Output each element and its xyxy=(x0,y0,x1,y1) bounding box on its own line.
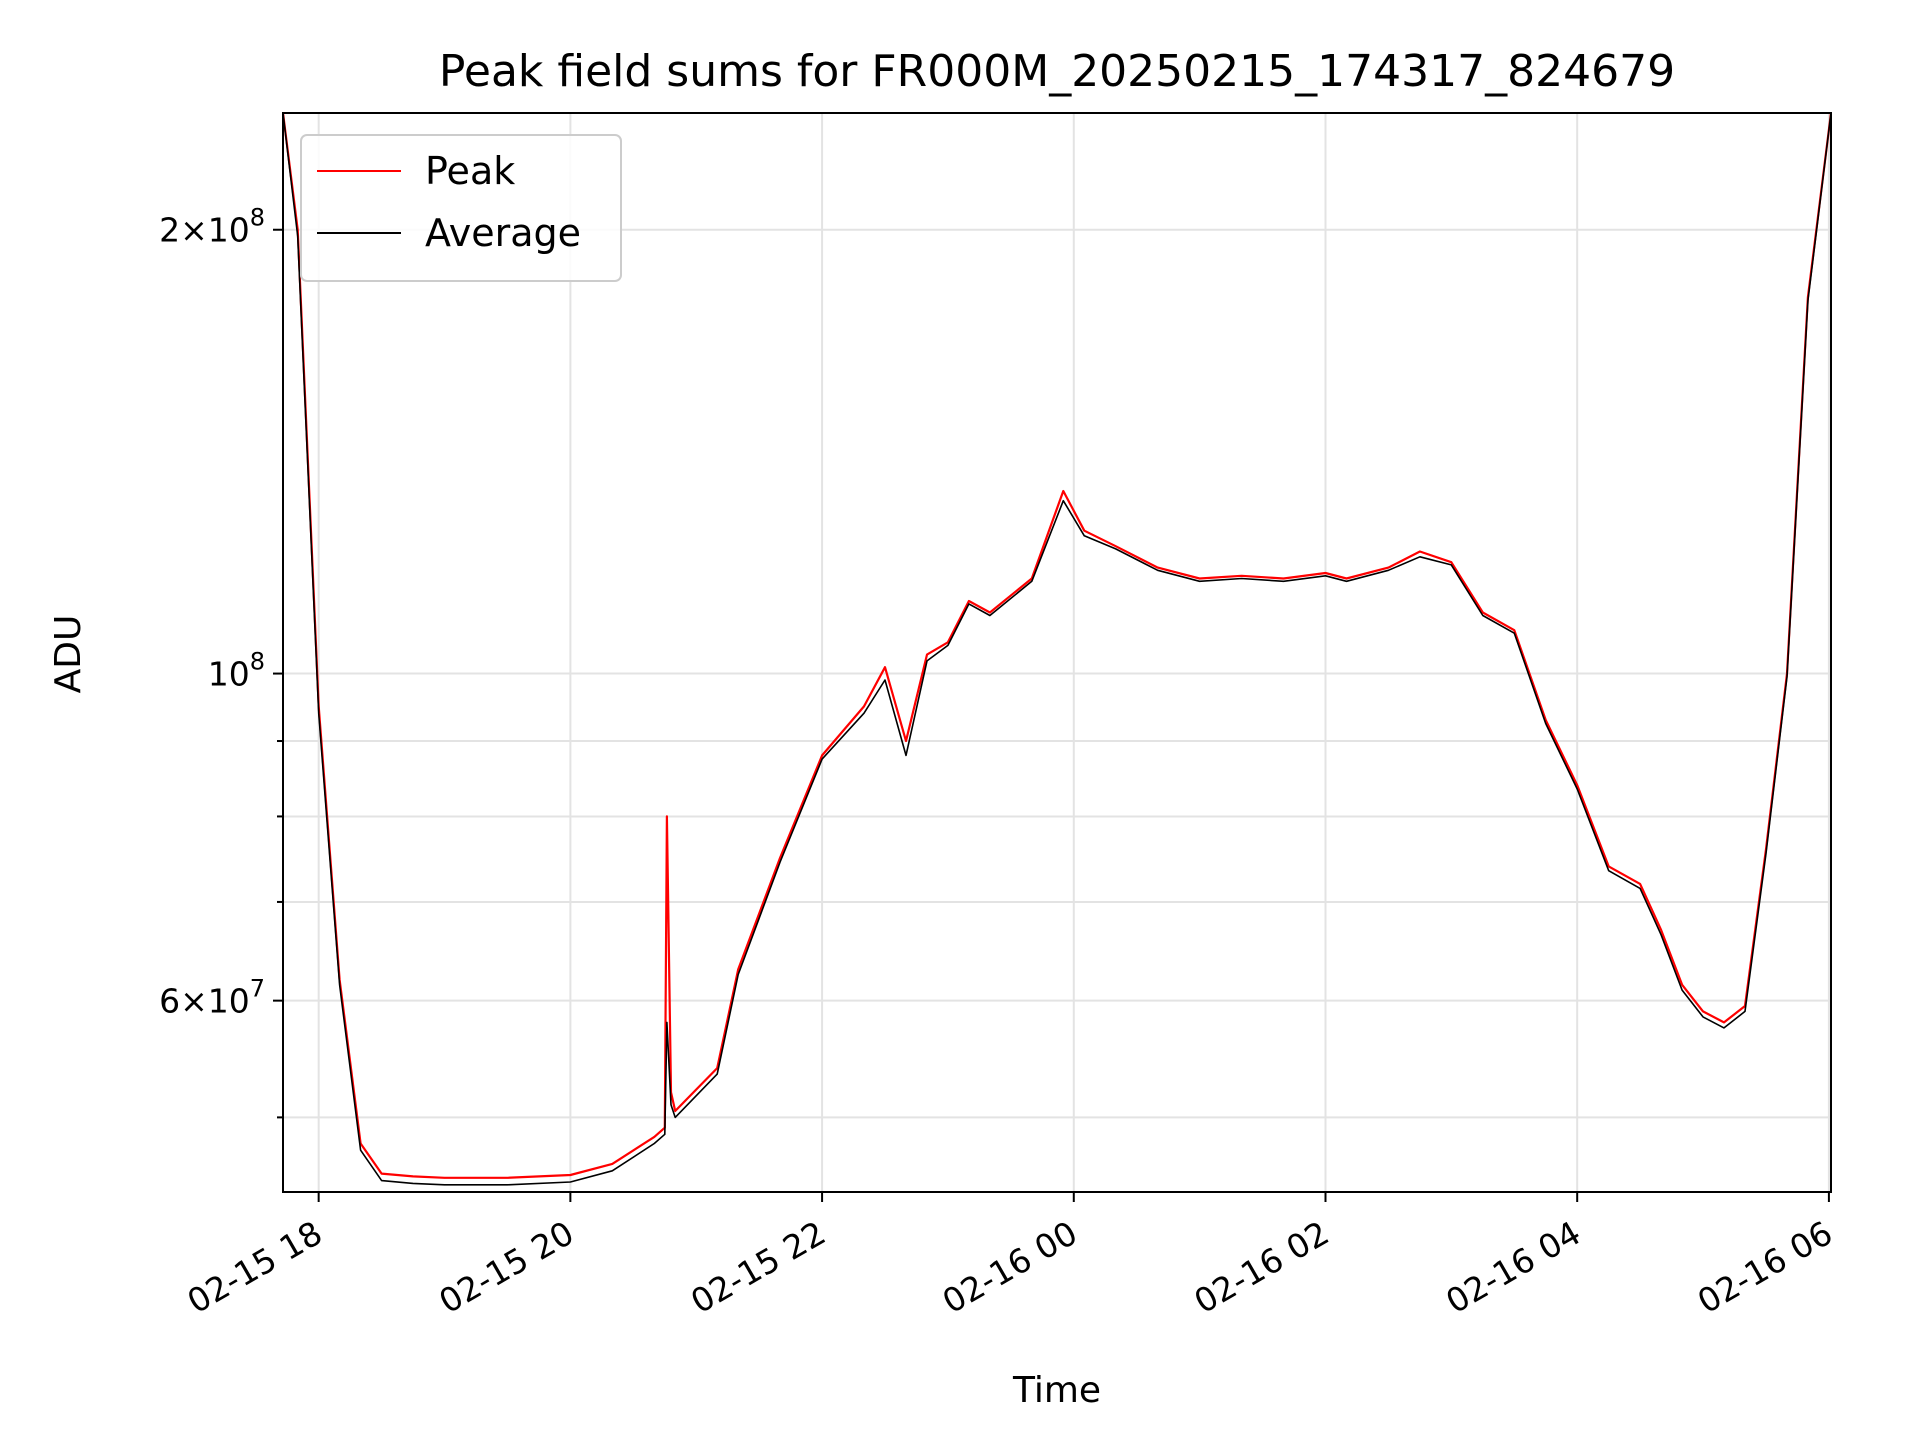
legend: Peak Average xyxy=(300,134,622,282)
series-line-average xyxy=(283,113,1831,1186)
y-tick-label: 2×108 xyxy=(159,204,265,250)
y-tick-label: 108 xyxy=(208,648,265,694)
chart-title: Peak field sums for FR000M_20250215_1743… xyxy=(439,46,1675,97)
legend-label-average: Average xyxy=(425,211,581,255)
plot-frame xyxy=(282,112,1832,1193)
x-axis-label: Time xyxy=(1012,1370,1101,1411)
legend-label-peak: Peak xyxy=(425,149,515,193)
y-tick-label: 6×107 xyxy=(159,975,265,1021)
series-layer xyxy=(283,113,1831,1186)
y-axis-label: ADU xyxy=(48,615,89,694)
series-line-peak xyxy=(283,113,1831,1179)
